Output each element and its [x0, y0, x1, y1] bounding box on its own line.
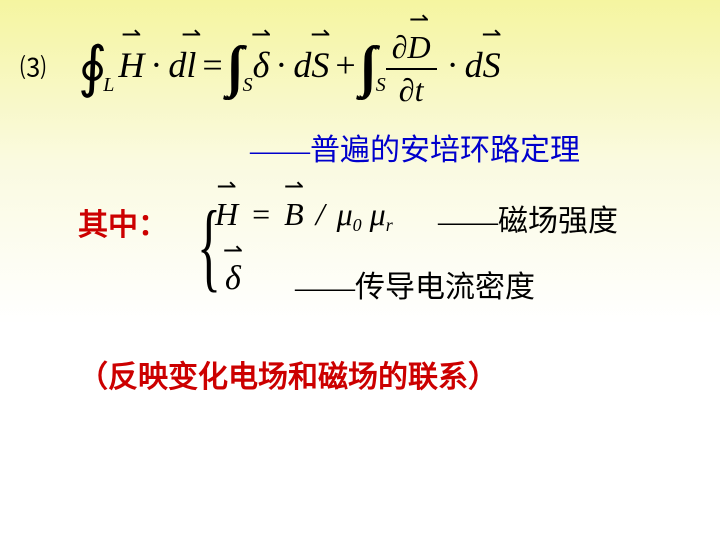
mu-r: r — [386, 215, 393, 235]
item-number: ⑶ — [20, 48, 46, 85]
d-1: d — [168, 44, 186, 86]
vec-delta2: δ — [225, 260, 241, 298]
mu2: μ — [370, 196, 386, 232]
dot-3: · — [447, 44, 459, 86]
label-current-density: ——传导电流密度 — [295, 262, 535, 306]
d-3: d — [465, 44, 483, 86]
slash: / — [316, 196, 325, 232]
dot-2: · — [275, 44, 287, 86]
label-magnetic-intensity: ——磁场强度 — [438, 196, 618, 240]
summary-text: （反映变化电场和磁场的联系） — [78, 352, 498, 396]
where-label: 其中： — [78, 200, 168, 244]
plus: + — [335, 44, 355, 86]
vec-l: l — [186, 44, 196, 86]
frac-den: ∂t — [399, 70, 424, 109]
vec-H2: H — [215, 196, 238, 233]
oint-sub: L — [103, 74, 114, 97]
fraction-dDdt: ∂D ∂t — [386, 29, 437, 109]
vec-H: H — [118, 44, 144, 86]
vec-S1: S — [311, 44, 329, 86]
mu: μ — [337, 196, 353, 232]
definition-H: H = B / μ0 μr — [215, 196, 393, 233]
vec-B: B — [284, 196, 304, 233]
vec-D: D — [408, 29, 431, 66]
d-2: d — [293, 44, 311, 86]
mu-zero: 0 — [353, 215, 362, 235]
main-equation: ∮L H · dl = ∫∫S δ · dS + ∫∫S ∂D ∂t · dS — [78, 20, 501, 110]
dot-1: · — [150, 44, 162, 86]
equals: = — [202, 44, 222, 86]
vec-delta: δ — [253, 44, 270, 86]
theorem-name: ——普遍的安培环路定理 — [250, 125, 580, 169]
eq-H-equals: = — [252, 196, 270, 232]
vec-S2: S — [483, 44, 501, 86]
iint1-sub: S — [243, 74, 253, 97]
frac-num: ∂D — [386, 29, 437, 70]
iint2-sub: S — [376, 74, 386, 97]
definition-delta: δ — [225, 260, 241, 298]
